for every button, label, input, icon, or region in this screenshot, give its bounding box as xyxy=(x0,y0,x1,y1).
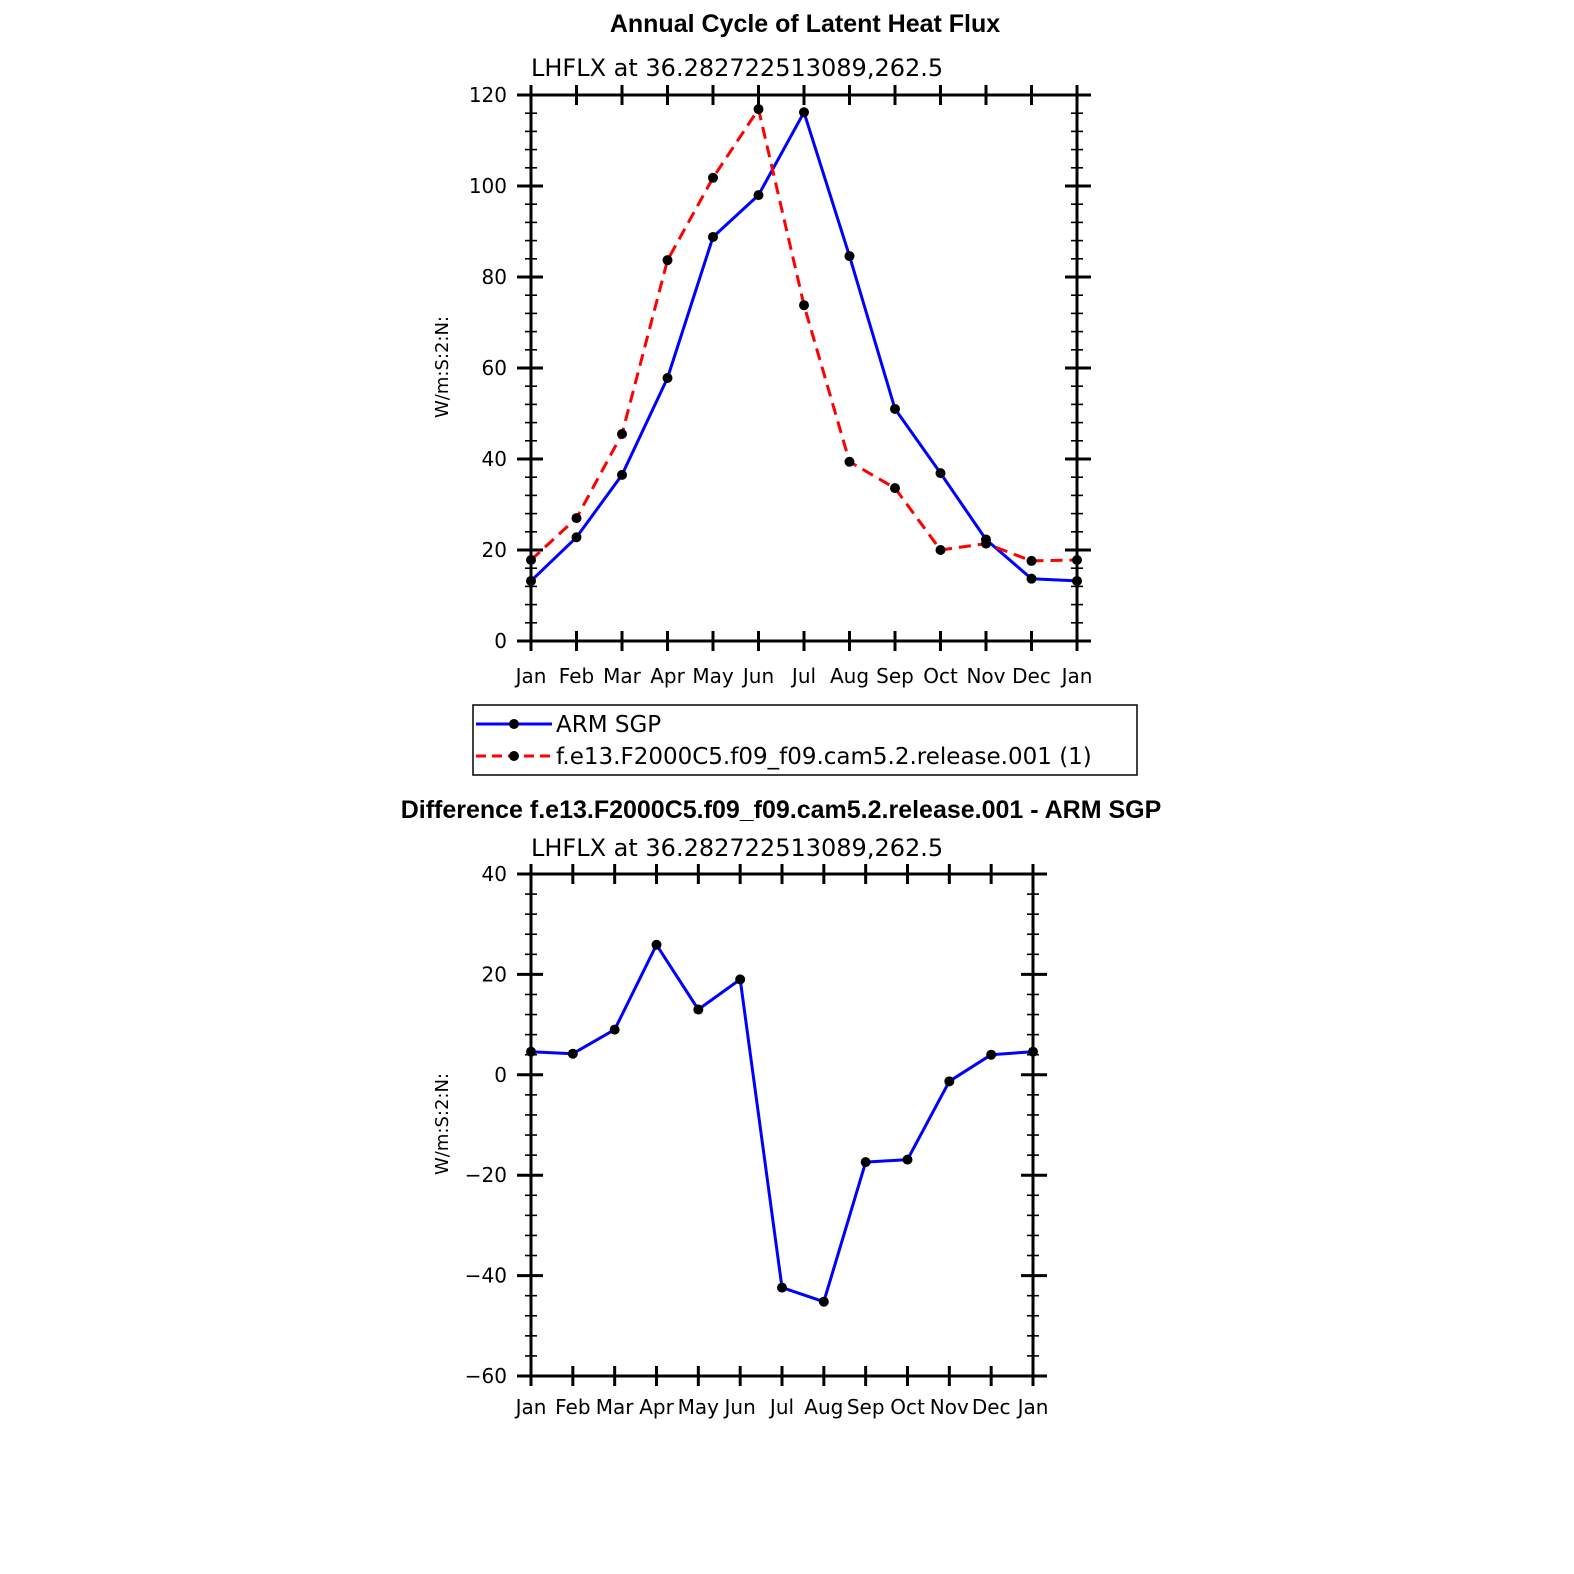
x-tick-label: Sep xyxy=(847,1395,885,1419)
legend-box xyxy=(472,704,1138,776)
x-tick-label: Feb xyxy=(559,664,594,688)
chart-title: Annual Cycle of Latent Heat Flux xyxy=(610,10,1000,38)
x-tick-label: Jun xyxy=(741,664,774,688)
data-point xyxy=(860,1157,871,1168)
data-point xyxy=(735,974,746,985)
y-axis-label: W/m:S:2:N: xyxy=(432,1073,453,1175)
data-point xyxy=(935,545,946,555)
x-tick-label: Feb xyxy=(555,1395,590,1419)
data-point xyxy=(890,483,900,494)
data-point xyxy=(708,231,718,242)
chart-subtitle: LHFLX at 36.282722513089,262.5 xyxy=(531,54,943,82)
data-point xyxy=(799,300,809,311)
y-tick-label: 20 xyxy=(482,962,507,986)
data-point xyxy=(844,251,855,262)
data-point xyxy=(777,1282,787,1293)
y-tick-label: 60 xyxy=(482,356,507,380)
data-point xyxy=(1026,555,1037,566)
x-tick-label: Aug xyxy=(830,664,869,688)
data-point xyxy=(890,403,900,414)
legend-item-arm-sgp: ARM SGP xyxy=(476,712,661,738)
x-tick-label: Jan xyxy=(514,1395,547,1419)
y-tick-label: 120 xyxy=(469,83,507,107)
data-point xyxy=(981,538,991,549)
y-tick-label: 80 xyxy=(482,265,507,289)
plot-frame xyxy=(529,872,1035,1378)
y-tick-label: −20 xyxy=(465,1163,507,1187)
y-tick-label: 40 xyxy=(482,447,507,471)
data-point xyxy=(753,104,764,115)
axis-ticks: Jan Feb Mar Apr May Jun Jul Aug Sep Oct Nov Dec Jan−… xyxy=(465,862,1049,1419)
x-tick-label: Mar xyxy=(603,664,642,688)
x-tick-label: Jan xyxy=(1060,664,1093,688)
series-line-0 xyxy=(529,110,1078,583)
legend-marker xyxy=(509,719,519,729)
legend: ARM SGP f.e13.F2000C5.f09_f09.cam5.2.rel… xyxy=(472,704,1138,776)
data-point xyxy=(609,1024,620,1035)
x-tick-label: May xyxy=(678,1395,720,1419)
data-point xyxy=(902,1154,913,1165)
x-tick-label: Aug xyxy=(804,1395,843,1419)
data-point xyxy=(567,1048,578,1059)
chart-subtitle: LHFLX at 36.282722513089,262.5 xyxy=(531,834,943,862)
data-point xyxy=(753,190,764,201)
data-point xyxy=(944,1076,955,1087)
x-tick-label: Jan xyxy=(514,664,547,688)
data-point xyxy=(844,456,855,467)
x-tick-label: May xyxy=(692,664,734,688)
data-point xyxy=(662,373,673,384)
data-point xyxy=(1026,573,1037,584)
x-tick-label: Apr xyxy=(639,1395,674,1419)
data-point xyxy=(571,532,582,543)
y-tick-label: −40 xyxy=(465,1264,507,1288)
x-tick-label: Sep xyxy=(876,664,914,688)
series-layer xyxy=(526,104,1082,586)
data-point xyxy=(617,428,627,439)
x-tick-label: Apr xyxy=(650,664,685,688)
series-layer xyxy=(526,939,1038,1307)
x-tick-label: Dec xyxy=(972,1395,1011,1419)
data-point xyxy=(935,468,946,479)
y-tick-label: 100 xyxy=(469,174,507,198)
legend-marker xyxy=(509,751,519,761)
data-point xyxy=(693,1004,704,1015)
axis-ticks: Jan Feb Mar Apr May Jun Jul Aug Sep Oct Nov Dec Jan 0… xyxy=(469,83,1093,688)
x-tick-label: Jul xyxy=(768,1395,794,1419)
difference-chart: Difference f.e13.F2000C5.f09_f09.cam5.2.… xyxy=(401,796,1162,1419)
x-tick-label: Nov xyxy=(966,664,1005,688)
data-point xyxy=(662,255,673,266)
data-point xyxy=(986,1049,997,1060)
x-tick-label: Jul xyxy=(790,664,816,688)
data-point xyxy=(818,1296,829,1307)
y-axis-label: W/m:S:2:N: xyxy=(432,316,453,418)
series-line-0 xyxy=(530,943,1034,1304)
y-tick-label: 40 xyxy=(482,862,507,886)
x-tick-label: Jan xyxy=(1016,1395,1049,1419)
x-tick-label: Oct xyxy=(890,1395,925,1419)
data-point xyxy=(571,513,582,524)
x-tick-label: Oct xyxy=(923,664,958,688)
data-point xyxy=(708,172,718,183)
x-tick-label: Dec xyxy=(1012,664,1051,688)
y-tick-label: −60 xyxy=(465,1364,507,1388)
y-tick-label: 20 xyxy=(482,538,507,562)
data-point xyxy=(651,939,662,950)
legend-label-model: f.e13.F2000C5.f09_f09.cam5.2.release.001… xyxy=(556,744,1092,770)
data-point xyxy=(617,469,627,480)
plot-frame xyxy=(529,93,1079,643)
x-tick-label: Jun xyxy=(723,1395,756,1419)
x-tick-label: Mar xyxy=(596,1395,635,1419)
chart-title: Difference f.e13.F2000C5.f09_f09.cam5.2.… xyxy=(401,796,1162,824)
y-tick-label: 0 xyxy=(494,629,507,653)
y-tick-label: 0 xyxy=(494,1063,507,1087)
series-line-1 xyxy=(529,107,1078,563)
legend-item-model: f.e13.F2000C5.f09_f09.cam5.2.release.001… xyxy=(476,744,1092,770)
x-tick-label: Nov xyxy=(930,1395,969,1419)
data-point xyxy=(799,107,809,118)
annual-cycle-chart: Annual Cycle of Latent Heat Flux LHFLX a… xyxy=(432,10,1138,776)
legend-label-arm-sgp: ARM SGP xyxy=(556,712,661,738)
